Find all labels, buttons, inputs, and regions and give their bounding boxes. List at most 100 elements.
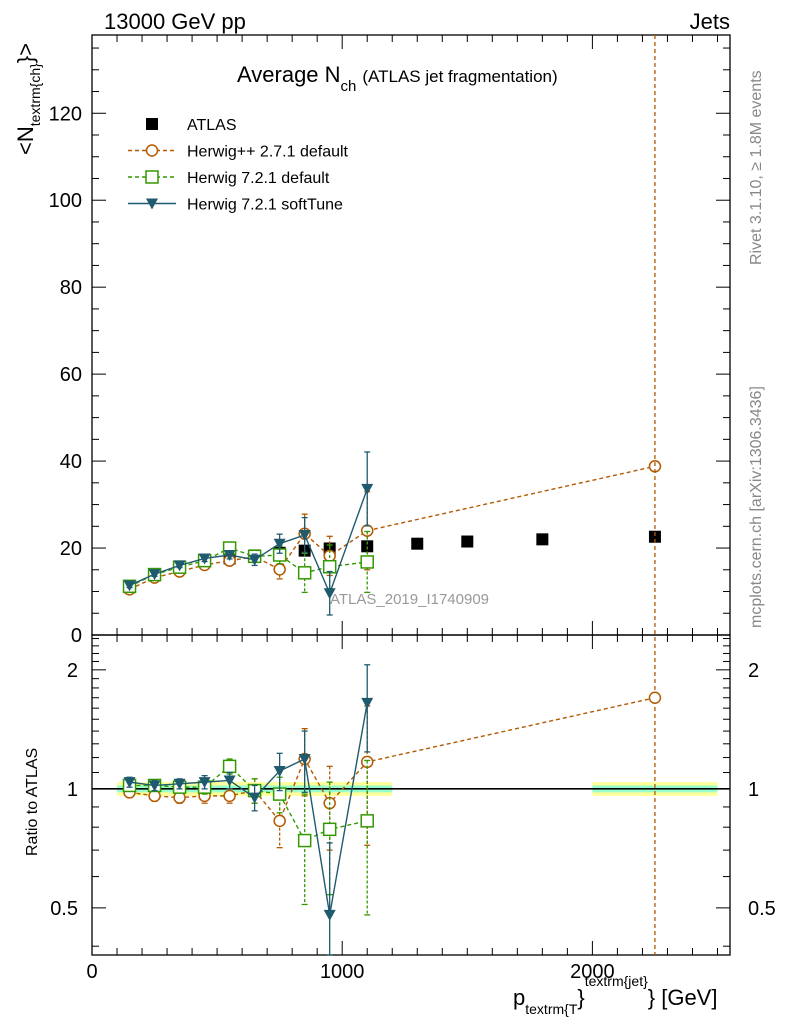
x-axis-label-unit: } [GeV] [648, 985, 718, 1010]
data-point [223, 775, 236, 787]
data-point [273, 538, 286, 550]
y-tick-label: 80 [60, 277, 82, 299]
ratio-y-tick-label-right: 1 [748, 779, 759, 801]
data-point [273, 814, 286, 828]
header-energy: 13000 GeV pp [104, 9, 246, 34]
series-line [129, 697, 656, 823]
x-axis-label: ptextrm{T}textrm{jet}} [GeV] [513, 973, 717, 1017]
data-point [148, 780, 161, 792]
ratio-y-tick-label: 0.5 [50, 898, 78, 920]
main-panel-data [122, 35, 662, 955]
data-point [148, 569, 161, 581]
series-line [129, 488, 368, 596]
ratio-panel-data [122, 664, 662, 956]
data-point [198, 553, 211, 565]
legend-marker [146, 198, 158, 210]
x-axis-label-sub: textrm{T [525, 1001, 578, 1017]
ratio-y-axis-label: Ratio to ATLAS [24, 748, 41, 856]
legend-marker [145, 170, 159, 184]
data-point [648, 530, 661, 543]
data-point [297, 833, 312, 848]
axis-ticks: 0 1000 2000 0 20 40 60 80 100 120 0.5 0.5 1 1 2 2 [49, 35, 776, 983]
data-point [173, 778, 186, 790]
data-point [360, 814, 374, 828]
y-tick-label: 40 [60, 451, 82, 473]
data-point [411, 537, 424, 550]
data-point [123, 580, 136, 592]
legend-entry-herwig-softtune: Herwig 7.2.1 softTune [128, 197, 343, 214]
data-point [322, 822, 337, 837]
data-point [297, 566, 312, 580]
legend-entry-herwigpp: Herwig++ 2.7.1 default [128, 144, 349, 161]
y-tick-label: 100 [49, 190, 82, 212]
legend-label: Herwig 7.2.1 softTune [187, 197, 343, 214]
legend-entry-herwig-default: Herwig 7.2.1 default [128, 170, 330, 187]
legend-marker [146, 118, 158, 130]
side-label-rivet: Rivet 3.1.10, ≥ 1.8M events [748, 70, 765, 265]
series-herwig-softtune [123, 664, 374, 956]
ratio-y-tick-label: 1 [67, 779, 78, 801]
data-point [323, 588, 336, 600]
x-axis-label-brace: } [577, 985, 584, 1010]
ratio-y-tick-label-right: 2 [748, 660, 759, 682]
data-point [273, 765, 286, 777]
x-tick-label: 1000 [320, 961, 365, 983]
series-line [129, 702, 368, 916]
y-tick-label: 20 [60, 538, 82, 560]
series-herwig-default [122, 530, 374, 594]
legend-marker [145, 144, 159, 157]
data-point [198, 777, 211, 789]
main-y-axis-label: <Ntextrm{ch}}> [13, 43, 43, 155]
data-point [361, 697, 374, 709]
ratio-y-tick-label: 2 [67, 660, 78, 682]
y-tick-label: 0 [71, 625, 82, 647]
x-tick-label: 0 [86, 961, 97, 983]
y-tick-label: 120 [49, 103, 82, 125]
plot-title-suffix: (ATLAS jet fragmentation) [362, 67, 557, 86]
data-point [298, 530, 311, 541]
series-line [129, 465, 656, 590]
y-tick-label: 60 [60, 364, 82, 386]
data-point [222, 759, 237, 774]
legend-label: Herwig 7.2.1 default [187, 170, 330, 187]
data-point [536, 533, 549, 546]
plot-title: Average Nch (ATLAS jet fragmentation) [237, 62, 558, 95]
data-point [223, 550, 236, 561]
legend-label: ATLAS [187, 117, 237, 134]
plot-title-main: Average N [237, 62, 341, 87]
main-y-axis-label-sub: textrm{ch} [27, 63, 43, 126]
data-point [361, 540, 374, 553]
data-point [123, 777, 136, 789]
data-point [360, 555, 374, 569]
header-category: Jets [690, 9, 730, 34]
data-point [323, 909, 336, 921]
data-point [273, 563, 286, 576]
main-y-axis-label-end: }> [13, 43, 38, 63]
data-point [248, 554, 261, 566]
ratio-panel-frame [91, 634, 731, 956]
plot-title-sub: ch [341, 78, 357, 95]
side-label-mcplots: mcplots.cern.ch [arXiv:1306.3436] [748, 386, 765, 628]
series-herwig-softtune [123, 451, 374, 616]
data-point [361, 483, 374, 495]
series-line [129, 547, 368, 587]
x-axis-label-sup: textrm{jet} [585, 973, 648, 989]
series-herwigpp [123, 691, 662, 851]
data-point [648, 691, 662, 705]
data-point [248, 792, 261, 804]
x-axis-label-p: p [513, 985, 525, 1010]
main-y-axis-label-start: <N [13, 126, 38, 155]
ratio-uncertainty-band [92, 782, 730, 796]
legend-label: Herwig++ 2.7.1 default [187, 144, 349, 161]
data-point [223, 789, 236, 803]
series-herwigpp [123, 460, 662, 596]
legend-entry-atlas: ATLAS [146, 117, 237, 134]
data-point [298, 753, 311, 765]
ratio-y-tick-label-right: 0.5 [748, 898, 776, 920]
analysis-watermark: ATLAS_2019_I1740909 [330, 591, 489, 608]
legend: ATLAS Herwig++ 2.7.1 default Herwig 7.2.1 … [128, 117, 349, 214]
data-point [461, 535, 474, 548]
data-point [173, 560, 186, 572]
x-tick-label: 2000 [570, 961, 615, 983]
